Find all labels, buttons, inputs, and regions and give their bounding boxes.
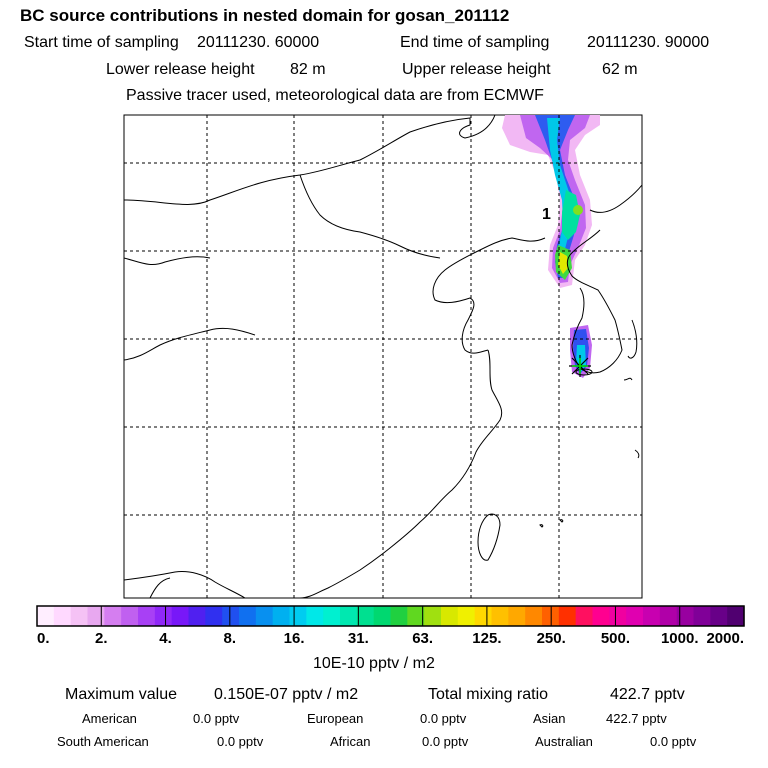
region-name: European [307, 711, 364, 726]
colorbar-tick-label: 8. [224, 630, 237, 647]
colorbar-cell [626, 606, 644, 626]
grid-lines [124, 115, 642, 598]
colorbar-tick-label: 250. [537, 630, 566, 647]
colorbar-cell [407, 606, 425, 626]
colorbar-cell [306, 606, 324, 626]
colorbar-cell [693, 606, 711, 626]
colorbar-cell [457, 606, 476, 626]
chart-title: BC source contributions in nested domain… [20, 6, 510, 25]
start-time-label: Start time of sampling [24, 34, 179, 51]
colorbar-cell [558, 606, 577, 626]
coastlines [124, 115, 642, 598]
colorbar-cell [491, 606, 509, 626]
colorbar-tick-label: 31. [348, 630, 369, 647]
region-name: Australian [535, 734, 593, 749]
start-time-value: 20111230. 60000 [197, 34, 320, 51]
end-time-value: 20111230. 90000 [587, 34, 710, 51]
colorbar-cell [340, 606, 358, 626]
colorbar-cell [70, 606, 89, 626]
colorbar-tick-label: 125. [472, 630, 501, 647]
region-name: African [330, 734, 371, 749]
colorbar-tick-label: 500. [601, 630, 630, 647]
tracer-note: Passive tracer used, meteorological data… [126, 87, 544, 104]
region-value: 0.0 pptv [420, 711, 467, 726]
colorbar-cell [53, 606, 72, 626]
colorbar-tick-label: 63. [412, 630, 433, 647]
region-value: 422.7 pptv [606, 711, 667, 726]
max-value-label: Maximum value [65, 686, 178, 703]
receptor-star [572, 358, 588, 374]
colorbar-cell [643, 606, 661, 626]
colorbar-cell [138, 606, 156, 626]
end-time-label: End time of sampling [400, 34, 550, 51]
total-mixing-label: Total mixing ratio [428, 686, 549, 703]
plume-label: 1 [542, 206, 551, 223]
colorbar-cell [592, 606, 610, 626]
region-value: 0.0 pptv [422, 734, 469, 749]
region-value: 0.0 pptv [193, 711, 240, 726]
colorbar-tick-label: 2. [95, 630, 108, 647]
colorbar-cell [323, 606, 341, 626]
colorbar-cell [154, 606, 173, 626]
colorbar-cell [424, 606, 442, 626]
colorbar-cell [121, 606, 139, 626]
region-value: 0.0 pptv [217, 734, 264, 749]
colorbar-tick-label: 0. [37, 630, 50, 647]
colorbar-cell [525, 606, 543, 626]
upper-height-label: Upper release height [402, 61, 551, 78]
colorbar-tick-label: 16. [284, 630, 305, 647]
lower-height-value: 82 m [290, 61, 326, 78]
colorbar-tick-label: 1000. [661, 630, 699, 647]
colorbar-cell [222, 606, 240, 626]
colorbar-cell [255, 606, 274, 626]
colorbar-cell [289, 606, 307, 626]
colorbar-cell [659, 606, 678, 626]
region-name: American [82, 711, 137, 726]
region-name: Asian [533, 711, 566, 726]
colorbar-cell [205, 606, 223, 626]
colorbar-cell [710, 606, 728, 626]
colorbar-cell [441, 606, 459, 626]
colorbar-cell [87, 606, 105, 626]
region-name: South American [57, 734, 149, 749]
lower-height-label: Lower release height [106, 61, 255, 78]
colorbar-cell [37, 606, 55, 626]
colorbar-units: 10E-10 pptv / m2 [313, 655, 435, 672]
colorbar-cell [272, 606, 291, 626]
colorbar-cell [508, 606, 526, 626]
colorbar-tick-label: 2000. [706, 630, 744, 647]
colorbar-cell [239, 606, 257, 626]
colorbar-cell [575, 606, 594, 626]
plume-north [502, 115, 600, 288]
colorbar-cell [609, 606, 627, 626]
colorbar-cell [104, 606, 122, 626]
colorbar-cell [171, 606, 190, 626]
colorbar-cell [188, 606, 206, 626]
colorbar-cell [373, 606, 392, 626]
colorbar-cell [474, 606, 493, 626]
colorbar-cell [676, 606, 695, 626]
max-value: 0.150E-07 pptv / m2 [214, 686, 359, 703]
colorbar-cell [727, 606, 745, 626]
colorbar-cell [356, 606, 375, 626]
region-value: 0.0 pptv [650, 734, 697, 749]
total-mixing-value: 422.7 pptv [610, 686, 685, 703]
colorbar-tick-label: 4. [159, 630, 172, 647]
upper-height-value: 62 m [602, 61, 638, 78]
colorbar-cell [390, 606, 408, 626]
